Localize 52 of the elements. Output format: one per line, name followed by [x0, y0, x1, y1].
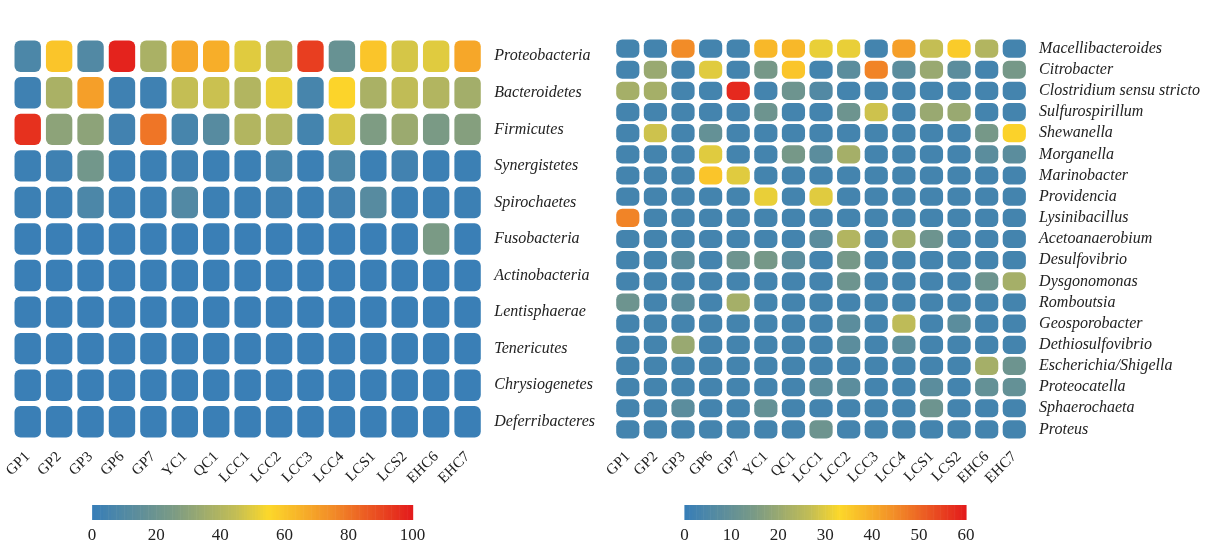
color-bar-label: 40 [211, 524, 229, 544]
y-tick-label: Desulfovibrio [1038, 250, 1128, 269]
y-tick-label: Fusobacteria [493, 229, 580, 247]
y-tick-label: Providencia [1038, 186, 1117, 204]
y-tick-label: Chrysiogenetes [494, 375, 593, 394]
x-tick-label: GP1 [2, 447, 33, 479]
y-tick-label: Lentisphaerae [493, 302, 586, 321]
color-bar-label: 60 [275, 524, 293, 544]
y-tick-label: Proteocatella [1038, 377, 1126, 395]
y-tick-label: Citrobacter [1039, 59, 1114, 77]
color-bar-label: 10 [722, 524, 740, 544]
color-bar-label: 30 [816, 524, 834, 544]
color-bar-label: 60 [957, 524, 975, 544]
color-bar-label: 20 [769, 524, 787, 544]
y-tick-label: Dethiosulfovibrio [1038, 334, 1152, 353]
y-tick-label: Dysgonomonas [1038, 271, 1138, 290]
x-tick-label: YC1 [739, 447, 771, 480]
x-tick-label: GP6 [96, 447, 128, 479]
y-tick-label: Firmicutes [493, 119, 564, 137]
y-tick-label: Shewanella [1039, 123, 1113, 141]
y-tick-label: Sulfurospirillum [1039, 102, 1144, 121]
y-tick-label: Geosporobacter [1039, 313, 1144, 332]
x-tick-label: GP6 [685, 447, 716, 479]
x-tick-label: GP1 [602, 447, 633, 479]
y-tick-label: Deferribacteres [493, 411, 596, 430]
y-tick-label: Tenericutes [494, 338, 568, 356]
y-tick-label: Romboutsia [1038, 292, 1116, 310]
y-tick-label: Proteobacteria [493, 46, 591, 64]
color-bar-label: 20 [147, 524, 165, 544]
y-tick-label: Lysinibacillus [1038, 208, 1129, 227]
y-tick-label: Actinobacteria [493, 265, 590, 283]
x-tick-label: YC1 [158, 447, 190, 480]
y-tick-label: Macellibacteroides [1038, 38, 1163, 56]
y-tick-label: Spirochaetes [494, 192, 577, 211]
y-tick-label: Synergistetes [494, 156, 579, 175]
y-tick-label: Bacteroidetes [494, 83, 582, 101]
y-tick-label: Escherichia/Shigella [1038, 356, 1173, 375]
x-tick-label: GP7 [128, 447, 159, 479]
y-tick-label: Morganella [1038, 144, 1115, 163]
color-bar-label: 100 [399, 524, 426, 544]
x-tick-label: GP2 [33, 447, 65, 479]
y-tick-label: Marinobacter [1038, 165, 1129, 183]
color-bar-label: 0 [680, 524, 689, 544]
color-bar-label: 40 [863, 524, 881, 544]
color-bar-label: 0 [87, 524, 97, 544]
y-tick-label: Sphaerochaeta [1039, 398, 1135, 417]
y-tick-label: Proteus [1038, 419, 1089, 437]
y-tick-label: Acetoanaerobium [1038, 229, 1153, 247]
color-bar-label: 50 [910, 524, 928, 544]
y-tick-label: Clostridium sensu stricto [1039, 81, 1200, 99]
color-bar-label: 80 [340, 524, 357, 544]
x-tick-label: GP3 [65, 447, 96, 479]
